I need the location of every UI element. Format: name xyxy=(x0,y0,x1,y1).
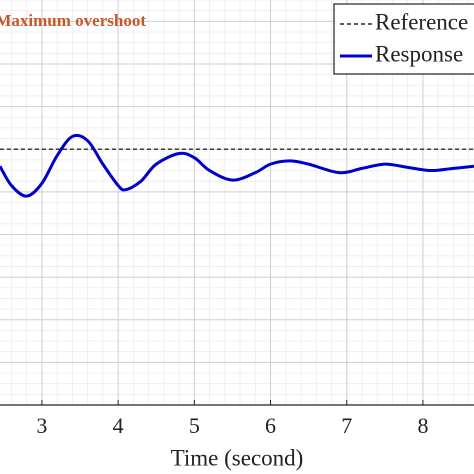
x-tick-label: 8 xyxy=(417,413,428,438)
x-axis-label: Time (second) xyxy=(171,445,304,470)
line-series xyxy=(0,133,474,198)
grid xyxy=(0,0,474,406)
legend-label: Reference xyxy=(375,9,468,34)
annotation: Maximum overshoot xyxy=(0,11,146,30)
x-tick-label: 4 xyxy=(113,413,124,438)
legend: Reference Response xyxy=(333,3,474,75)
x-tick-label: 5 xyxy=(189,413,200,438)
legend-box xyxy=(333,3,474,75)
plot xyxy=(0,133,474,198)
x-tick-label: 3 xyxy=(36,413,47,438)
x-tick-label: 6 xyxy=(265,413,276,438)
x-tick-label: 7 xyxy=(341,413,352,438)
legend-label: Response xyxy=(375,41,463,66)
